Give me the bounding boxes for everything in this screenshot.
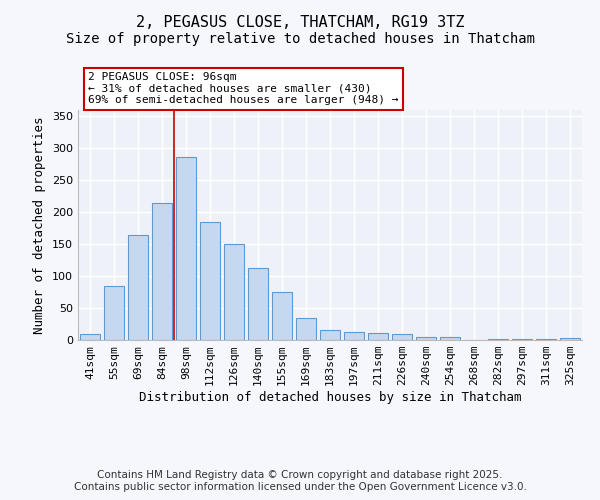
Y-axis label: Number of detached properties: Number of detached properties [34,116,46,334]
Bar [368,333,388,340]
Bar [80,334,100,340]
Text: 2, PEGASUS CLOSE, THATCHAM, RG19 3TZ: 2, PEGASUS CLOSE, THATCHAM, RG19 3TZ [136,15,464,30]
Bar [296,318,316,340]
Bar [320,330,340,340]
Bar [392,334,412,340]
Bar [272,292,292,340]
Text: Contains HM Land Registry data © Crown copyright and database right 2025.: Contains HM Land Registry data © Crown c… [97,470,503,480]
Bar [560,338,580,340]
Bar [344,332,364,340]
Bar [200,222,220,340]
Bar [176,156,196,340]
Text: 2 PEGASUS CLOSE: 96sqm
← 31% of detached houses are smaller (430)
69% of semi-de: 2 PEGASUS CLOSE: 96sqm ← 31% of detached… [88,72,398,106]
X-axis label: Distribution of detached houses by size in Thatcham: Distribution of detached houses by size … [139,391,521,404]
Bar [440,337,460,340]
Bar [248,268,268,340]
Bar [128,234,148,340]
Text: Contains public sector information licensed under the Open Government Licence v3: Contains public sector information licen… [74,482,526,492]
Bar [416,337,436,340]
Text: Size of property relative to detached houses in Thatcham: Size of property relative to detached ho… [65,32,535,46]
Bar [224,244,244,340]
Bar [152,202,172,340]
Bar [104,286,124,340]
